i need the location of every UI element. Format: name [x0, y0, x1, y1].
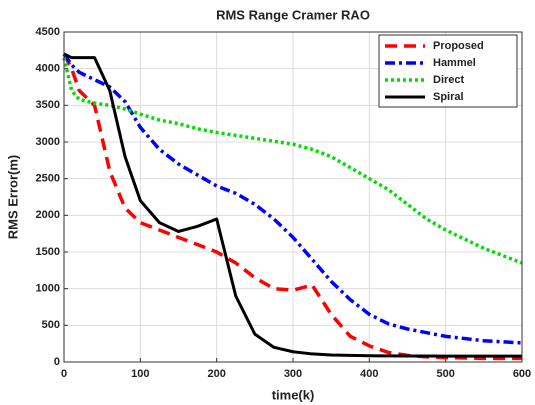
y-tick-label: 3000: [36, 136, 60, 148]
y-tick-label: 1000: [36, 283, 60, 295]
x-tick-label: 200: [207, 368, 225, 380]
series-line: [62, 53, 523, 345]
y-tick-label: 500: [42, 319, 60, 331]
plot-frame: [63, 31, 523, 363]
y-tick-label: 2500: [36, 173, 60, 185]
legend-box: [378, 34, 518, 108]
legend-label: Direct: [433, 74, 465, 86]
x-tick-label: 500: [436, 368, 454, 380]
y-tick-label: 4000: [36, 63, 60, 75]
series-line: [63, 52, 522, 358]
y-tick-label: 4500: [36, 26, 60, 38]
chart-title: RMS Range Cramer RAO: [216, 7, 370, 22]
x-tick-label: 400: [360, 368, 378, 380]
x-tick-label: 300: [284, 368, 302, 380]
y-tick-label: 3500: [36, 99, 60, 111]
x-tick-label: 0: [61, 368, 67, 380]
x-tick-label: 100: [131, 368, 149, 380]
y-tick-label: 1500: [36, 246, 60, 258]
legend-label: Spiral: [433, 91, 464, 103]
y-tick-label: 2000: [36, 209, 60, 221]
x-tick-label: 600: [513, 368, 531, 380]
y-axis-label: RMS Error(m): [5, 155, 20, 240]
legend-label: Proposed: [433, 40, 484, 52]
legend-label: Hammel: [433, 57, 476, 69]
y-tick-label: 0: [54, 356, 60, 368]
x-axis-label: time(k): [272, 387, 315, 402]
